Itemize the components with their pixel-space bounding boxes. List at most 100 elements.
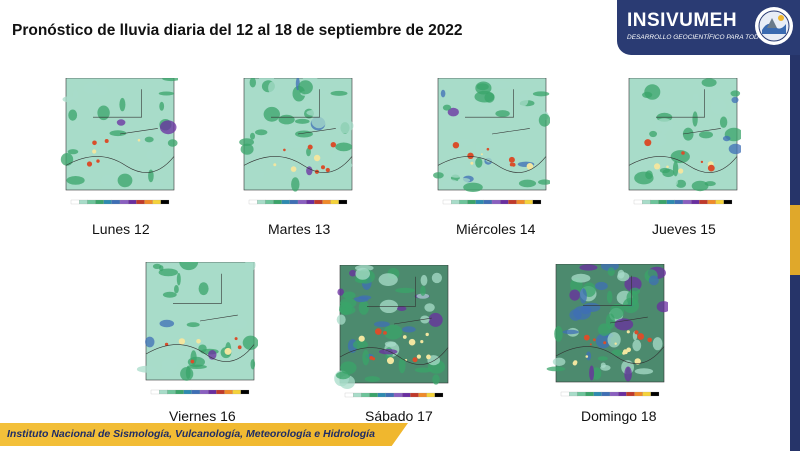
forecast-map-panel	[234, 78, 356, 216]
rain-cell	[337, 288, 344, 296]
color-scale-swatch	[159, 389, 168, 395]
heavy-rain-spot	[375, 328, 382, 335]
color-scale-swatch	[483, 199, 493, 205]
color-scale-swatch	[111, 199, 121, 205]
rain-cell	[185, 366, 191, 379]
color-scale-swatch	[500, 199, 509, 205]
heavy-rain-spot	[92, 149, 97, 154]
rain-cell	[607, 267, 615, 277]
color-scale-swatch	[402, 392, 411, 398]
color-scale-swatch	[248, 199, 258, 205]
rain-cell	[424, 303, 435, 312]
color-scale-swatch	[650, 391, 660, 397]
heavy-rain-spot	[585, 355, 589, 358]
rain-cell	[701, 78, 717, 87]
rain-cell	[291, 177, 300, 192]
rain-cell	[67, 149, 79, 155]
heavy-rain-spot	[480, 153, 483, 156]
rain-cell	[152, 263, 162, 269]
rain-cell	[571, 273, 591, 283]
rain-cell	[227, 318, 248, 330]
rain-cell	[93, 153, 98, 168]
seal-icon	[755, 7, 793, 45]
heavy-rain-spot	[178, 338, 186, 345]
rain-cell	[278, 114, 295, 125]
rain-cell	[68, 109, 78, 121]
rain-cell	[595, 281, 608, 291]
rain-cell	[696, 106, 709, 115]
color-scale-swatch	[160, 199, 170, 205]
rain-cell	[532, 91, 550, 97]
country-borders	[339, 276, 449, 365]
rain-cell	[148, 169, 154, 183]
color-scale-swatch	[410, 392, 419, 398]
rain-cell	[600, 264, 619, 271]
color-scale-swatch	[144, 199, 153, 205]
color-scale-swatch	[377, 392, 387, 398]
rain-forecast-map	[433, 78, 550, 205]
country-borders	[145, 273, 255, 362]
color-scale-swatch	[674, 199, 684, 205]
color-scale-swatch	[152, 199, 161, 205]
rain-cell	[632, 339, 642, 352]
rain-cell	[580, 305, 592, 315]
rain-cell	[161, 358, 178, 370]
color-scale-swatch	[699, 199, 708, 205]
rain-cell	[606, 290, 613, 304]
color-scale-swatch	[330, 199, 339, 205]
color-scale-swatch	[369, 392, 378, 398]
color-scale-swatch	[723, 199, 733, 205]
color-scale-swatch	[626, 391, 635, 397]
rain-cell	[162, 78, 178, 82]
rain-cell	[672, 161, 679, 177]
footer-text: Instituto Nacional de Sismología, Vulcan…	[7, 428, 375, 440]
rain-cell	[353, 340, 368, 350]
rain-cell	[158, 268, 178, 277]
rain-cell	[731, 96, 739, 104]
color-scale-swatch	[633, 199, 643, 205]
heavy-rain-spot	[313, 154, 321, 162]
heavy-rain-spot	[707, 164, 715, 172]
color-scale-swatch	[150, 389, 160, 395]
heavy-rain-spot	[358, 335, 365, 342]
color-scale-swatch	[232, 389, 241, 395]
heavy-rain-spot	[572, 361, 577, 366]
rain-cell	[66, 176, 85, 185]
heavy-rain-spot	[234, 337, 238, 341]
heavy-rain-spot	[634, 330, 639, 335]
rain-cell	[586, 351, 592, 361]
color-scale-swatch	[532, 199, 542, 205]
heavy-rain-spot	[425, 332, 429, 337]
color-scale-swatch	[136, 199, 145, 205]
rain-cell	[379, 349, 398, 355]
rain-cell	[624, 366, 632, 382]
color-scale-swatch	[642, 199, 651, 205]
rain-cell	[336, 371, 351, 380]
color-scale-swatch	[560, 391, 570, 397]
rain-cell	[340, 361, 357, 375]
color-scale-swatch	[385, 392, 395, 398]
rain-cell	[475, 81, 492, 95]
rain-cell	[383, 324, 403, 340]
heavy-rain-spot	[644, 139, 652, 147]
rain-cell	[109, 130, 127, 137]
rain-cell	[652, 337, 663, 351]
rain-cell	[158, 91, 175, 96]
rain-cell	[675, 179, 687, 188]
rain-cell	[159, 101, 165, 111]
color-scale-swatch	[128, 199, 137, 205]
color-scale-swatch	[491, 199, 501, 205]
rain-cell	[446, 162, 467, 178]
rain-cell	[97, 105, 110, 121]
heavy-rain-spot	[467, 152, 474, 159]
rain-cell	[600, 364, 611, 371]
rain-cell	[364, 376, 380, 382]
heavy-rain-spot	[92, 140, 97, 146]
color-scale-swatch	[585, 391, 594, 397]
rain-cell	[148, 181, 164, 189]
color-scale-swatch	[691, 199, 700, 205]
color-scale-swatch	[715, 199, 724, 205]
rain-cell	[374, 321, 390, 328]
rain-cell	[60, 153, 74, 166]
heavy-rain-spot	[603, 341, 607, 345]
